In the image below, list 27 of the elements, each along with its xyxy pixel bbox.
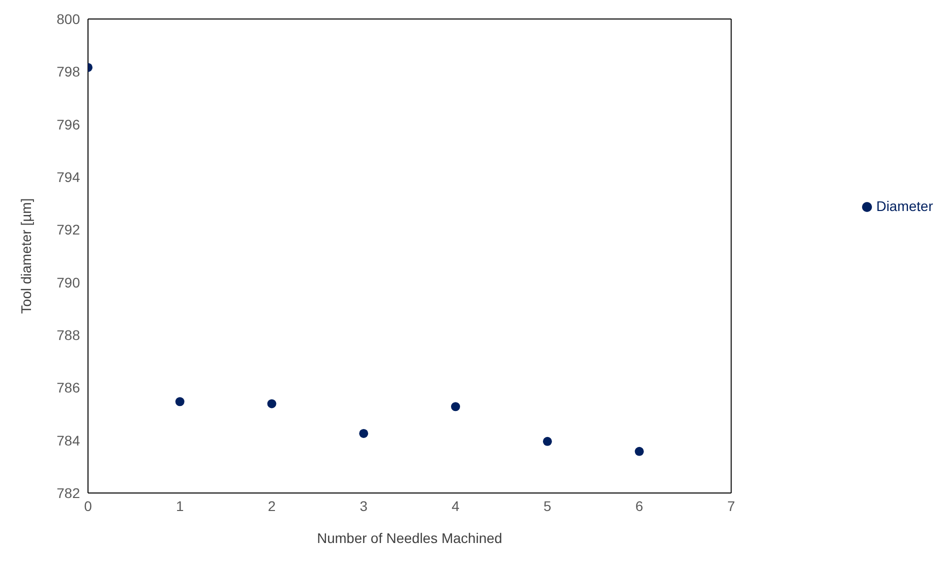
legend-label: Diameter — [876, 198, 933, 214]
x-tick-label: 6 — [635, 498, 644, 514]
y-tick-label: 796 — [56, 116, 80, 132]
x-tick-label: 7 — [727, 498, 736, 514]
y-axis-title: Tool diameter [µm] — [18, 198, 34, 314]
point — [634, 446, 644, 456]
point — [175, 397, 184, 406]
x-tick-label: 0 — [84, 498, 92, 514]
x-tick-label: 4 — [452, 498, 460, 514]
y-tick-label: 782 — [56, 484, 80, 501]
y-tick-label: 794 — [56, 168, 80, 185]
y-tick-label: 798 — [56, 64, 80, 80]
x-tick-label: 5 — [544, 498, 552, 514]
y-tick-label: 788 — [56, 326, 80, 343]
point — [451, 402, 460, 412]
y-tick-label: 786 — [56, 380, 80, 396]
point — [542, 436, 552, 446]
x-axis-title: Number of Needles Machined — [316, 530, 502, 546]
y-tick-label: 790 — [56, 274, 80, 290]
x-tick-label: 2 — [268, 498, 276, 514]
point — [267, 399, 276, 408]
y-tick-label: 792 — [56, 222, 80, 238]
y-tick-label: 800 — [56, 10, 80, 27]
x-tick-label: 1 — [176, 498, 184, 514]
x-tick-label: 3 — [360, 498, 368, 514]
point — [359, 428, 368, 438]
y-tick-label: 784 — [56, 432, 80, 448]
